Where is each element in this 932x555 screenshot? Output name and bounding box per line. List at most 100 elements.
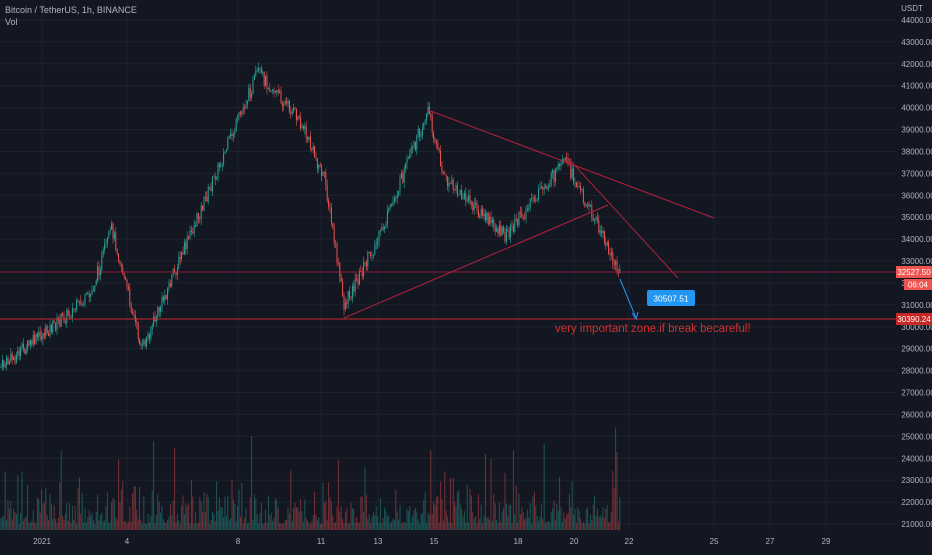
drawings[interactable]: 30507.51 very important zone.if break be…: [0, 109, 896, 335]
volume-bar: [322, 482, 324, 530]
price-axis[interactable]: USDT 44000.00 43000.00 42000.00 41000.00 400…: [901, 4, 932, 529]
candle: [384, 226, 386, 230]
volume-bar: [601, 517, 603, 530]
short-trendline[interactable]: [567, 157, 679, 279]
support-trendline[interactable]: [343, 204, 609, 319]
candle: [412, 147, 414, 148]
candle: [32, 334, 34, 345]
candle: [589, 205, 591, 207]
volume-bar: [546, 521, 548, 530]
projection-arrow[interactable]: [619, 278, 637, 319]
candle: [536, 199, 538, 201]
volume-bar: [280, 522, 282, 530]
candle: [239, 112, 241, 115]
candle: [342, 281, 344, 296]
candle: [615, 261, 617, 265]
candle: [507, 229, 509, 231]
candle: [487, 212, 489, 225]
volume-bar: [454, 501, 456, 530]
candle: [391, 204, 393, 206]
volume-bar: [400, 523, 402, 530]
volume-bar: [458, 490, 460, 530]
candle: [270, 91, 272, 93]
resistance-trendline[interactable]: [427, 109, 715, 219]
volume-bar: [118, 459, 120, 530]
candle: [197, 213, 199, 219]
candle: [272, 89, 274, 92]
volume-bar: [216, 481, 218, 530]
volume-bar: [87, 516, 89, 530]
candle: [83, 304, 85, 306]
time-axis[interactable]: 2021 4 8 11 13 15 18 20 22 25 27 29: [33, 537, 831, 546]
candle: [182, 252, 184, 255]
candle: [232, 133, 234, 137]
volume-bar: [405, 522, 407, 530]
candle: [559, 164, 561, 166]
candle: [375, 243, 377, 245]
volume-bar: [372, 512, 374, 530]
candle: [84, 294, 86, 305]
volume-bar: [279, 523, 281, 530]
volume-bar: [84, 508, 86, 530]
candle: [122, 267, 124, 275]
candle: [349, 291, 351, 298]
volume-bar: [91, 512, 93, 530]
volume-bar: [178, 520, 180, 530]
candle: [410, 147, 412, 154]
price-tick-label: 34000.00: [901, 235, 932, 244]
candle: [468, 195, 470, 201]
volume-bar: [287, 506, 289, 530]
candle: [248, 87, 250, 102]
volume-bar: [244, 517, 246, 530]
candle: [262, 72, 264, 73]
volume-bar: [146, 523, 148, 530]
volume-bar: [323, 503, 325, 530]
volume-bar: [179, 523, 181, 530]
volume-bar: [613, 488, 615, 530]
volume-bar: [59, 482, 61, 530]
volume-bar: [168, 516, 170, 530]
candle: [567, 158, 569, 164]
volume-bar: [105, 505, 107, 530]
volume-bar: [363, 511, 365, 530]
volume-bar: [248, 522, 250, 530]
volume-bar: [45, 488, 47, 530]
volume-bar: [616, 452, 618, 530]
candle: [49, 324, 51, 337]
volume-bar: [265, 509, 267, 530]
vol-label[interactable]: Vol: [5, 17, 18, 27]
volume-bar: [553, 500, 555, 530]
price-tick-label: 29000.00: [901, 345, 932, 354]
candle: [253, 75, 255, 80]
volume-bar: [609, 521, 611, 530]
candle: [477, 210, 479, 218]
candle: [22, 343, 24, 349]
volume-bar: [25, 516, 27, 530]
price-tick-label: 25000.00: [901, 432, 932, 441]
volume-bar: [119, 502, 121, 530]
volume-bar: [164, 522, 166, 530]
candle: [356, 278, 358, 280]
volume-bar: [451, 523, 453, 530]
candle: [188, 236, 190, 239]
candle: [246, 101, 248, 105]
volume-bar: [410, 522, 412, 530]
candle: [249, 87, 251, 98]
callout-box[interactable]: [647, 290, 695, 306]
volume-bar: [472, 511, 474, 530]
volume-bar: [610, 511, 612, 530]
volume-bar: [403, 522, 405, 530]
candle: [276, 90, 278, 92]
volume-bar: [165, 523, 167, 530]
volume-bar: [386, 516, 388, 530]
price-tick-label: 39000.00: [901, 126, 932, 135]
volume-bar: [188, 503, 190, 530]
volume-bar: [263, 523, 265, 530]
symbol-title[interactable]: Bitcoin / TetherUS, 1h, BINANCE: [5, 5, 137, 15]
annotation-text[interactable]: very important zone.if break becareful!: [555, 323, 751, 335]
volume-bar: [396, 511, 398, 530]
volume-bar: [482, 523, 484, 530]
volume-bar: [209, 523, 211, 530]
